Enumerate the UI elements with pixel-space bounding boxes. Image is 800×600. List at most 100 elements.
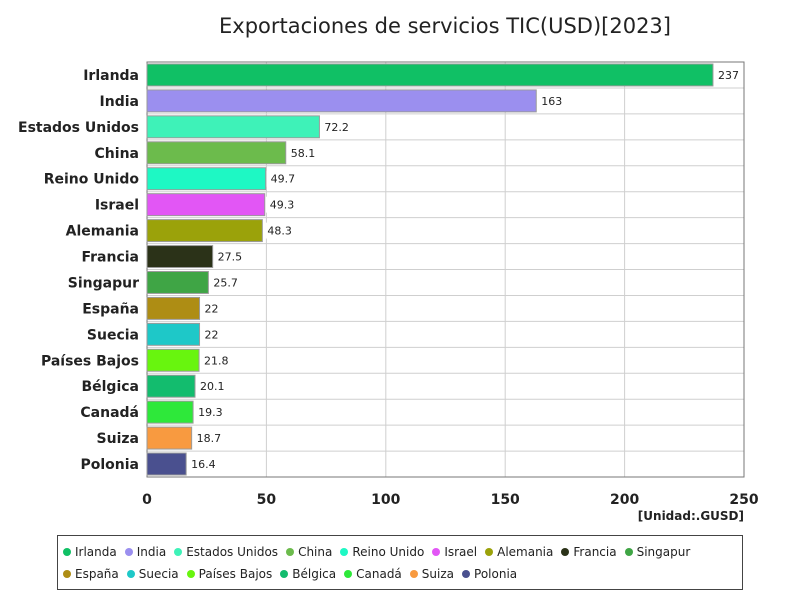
- category-label: Israel: [95, 198, 139, 214]
- value-label: 22: [205, 328, 219, 341]
- bar: [146, 63, 714, 87]
- value-label: 49.7: [271, 173, 296, 186]
- legend-marker-icon: [340, 548, 349, 556]
- bar: [146, 89, 537, 113]
- bar: [146, 322, 201, 346]
- legend-item[interactable]: España: [63, 563, 119, 585]
- bar: [146, 219, 263, 243]
- bar: [146, 193, 266, 217]
- legend-label: Bélgica: [292, 567, 337, 581]
- bar: [146, 167, 267, 191]
- legend-item[interactable]: Alemania: [485, 541, 553, 563]
- legend-item[interactable]: Irlanda: [63, 541, 117, 563]
- value-label: 48.3: [267, 225, 292, 238]
- value-label-bg: [195, 378, 232, 395]
- category-label: Singapur: [68, 275, 139, 291]
- category-label: Países Bajos: [41, 353, 139, 369]
- x-tick-label: 200: [610, 492, 639, 508]
- legend-label: China: [298, 545, 333, 559]
- value-label-bg: [263, 222, 300, 239]
- value-label: 22: [205, 302, 219, 315]
- bar: [146, 400, 194, 424]
- value-label-bg: [200, 352, 237, 369]
- legend-item[interactable]: Polonia: [462, 563, 517, 585]
- category-label: Canadá: [80, 405, 139, 421]
- category-label: China: [95, 146, 139, 162]
- legend-label: España: [75, 567, 119, 581]
- legend-item[interactable]: Francia: [561, 541, 617, 563]
- value-label-bg: [213, 248, 250, 265]
- value-label: 21.8: [204, 354, 229, 367]
- x-tick-label: 0: [142, 492, 152, 508]
- value-label: 27.5: [218, 251, 243, 264]
- legend-marker-icon: [63, 548, 71, 556]
- value-label-bg: [320, 118, 357, 135]
- value-label-bg: [286, 144, 323, 161]
- category-label: Polonia: [80, 457, 139, 473]
- value-label-bg: [713, 67, 743, 83]
- legend-item[interactable]: Israel: [432, 541, 477, 563]
- x-tick-label: 150: [491, 492, 520, 508]
- legend-marker-icon: [286, 548, 295, 556]
- legend-label: Suecia: [138, 567, 179, 581]
- value-label-bg: [200, 326, 223, 343]
- legend-marker-icon: [344, 570, 353, 578]
- legend-marker-icon: [186, 570, 195, 578]
- value-label: 25.7: [213, 276, 238, 289]
- value-label: 20.1: [200, 380, 225, 393]
- value-label-bg: [266, 170, 303, 187]
- legend-marker-icon: [561, 548, 570, 556]
- category-label: Estados Unidos: [18, 120, 139, 136]
- legend-item[interactable]: China: [286, 541, 332, 563]
- bar: [146, 296, 201, 320]
- bar: [146, 374, 196, 398]
- legend-marker-icon: [280, 570, 289, 578]
- legend-label: Irlanda: [75, 545, 117, 559]
- chart-title: Exportaciones de servicios TIC(USD)[2023…: [219, 14, 671, 38]
- unit-label: [Unidad:.GUSD]: [637, 509, 744, 523]
- category-label: Irlanda: [83, 68, 139, 84]
- value-label-bg: [265, 196, 302, 213]
- plot-border: [146, 61, 745, 478]
- value-label-bg: [537, 92, 567, 109]
- value-label: 58.1: [291, 147, 316, 160]
- legend-label: Israel: [444, 545, 478, 559]
- legend-item[interactable]: India: [124, 541, 166, 563]
- x-tick-label: 100: [371, 492, 400, 508]
- value-label: 163: [541, 95, 562, 108]
- legend-item[interactable]: Suiza: [409, 563, 455, 585]
- legend-label: Suiza: [421, 567, 455, 581]
- legend-item[interactable]: Reino Unido: [340, 541, 424, 563]
- legend-item[interactable]: Estados Unidos: [174, 541, 278, 563]
- legend-item[interactable]: Singapur: [624, 541, 691, 563]
- legend-item[interactable]: Suecia: [126, 563, 179, 585]
- value-label-bg: [187, 456, 224, 472]
- value-label-bg: [209, 274, 246, 291]
- bar: [146, 426, 193, 450]
- value-label-bg: [192, 430, 229, 447]
- category-label: India: [100, 94, 139, 110]
- legend-item[interactable]: Bélgica: [280, 563, 336, 585]
- value-label-bg: [200, 300, 223, 317]
- legend-marker-icon: [124, 548, 133, 556]
- legend-label: Polonia: [474, 567, 518, 581]
- value-label: 72.2: [324, 121, 349, 134]
- value-label: 18.7: [197, 432, 222, 445]
- legend-item[interactable]: Canadá: [344, 563, 402, 585]
- legend-label: Países Bajos: [198, 567, 273, 581]
- legend-label: Singapur: [636, 545, 691, 559]
- legend-marker-icon: [485, 548, 494, 556]
- legend-marker-icon: [63, 570, 71, 578]
- category-label: Reino Unido: [44, 172, 140, 188]
- legend-label: Estados Unidos: [186, 545, 279, 559]
- legend-item[interactable]: Países Bajos: [186, 563, 273, 585]
- value-label: 237: [718, 69, 739, 82]
- legend-marker-icon: [174, 548, 183, 556]
- legend-label: Reino Unido: [352, 545, 425, 559]
- legend-marker-icon: [126, 570, 135, 578]
- value-label: 49.3: [270, 199, 295, 212]
- category-label: Suiza: [97, 431, 139, 447]
- legend-marker-icon: [462, 570, 471, 578]
- legend: Irlanda India Estados Unidos China Reino Uni…: [57, 535, 743, 590]
